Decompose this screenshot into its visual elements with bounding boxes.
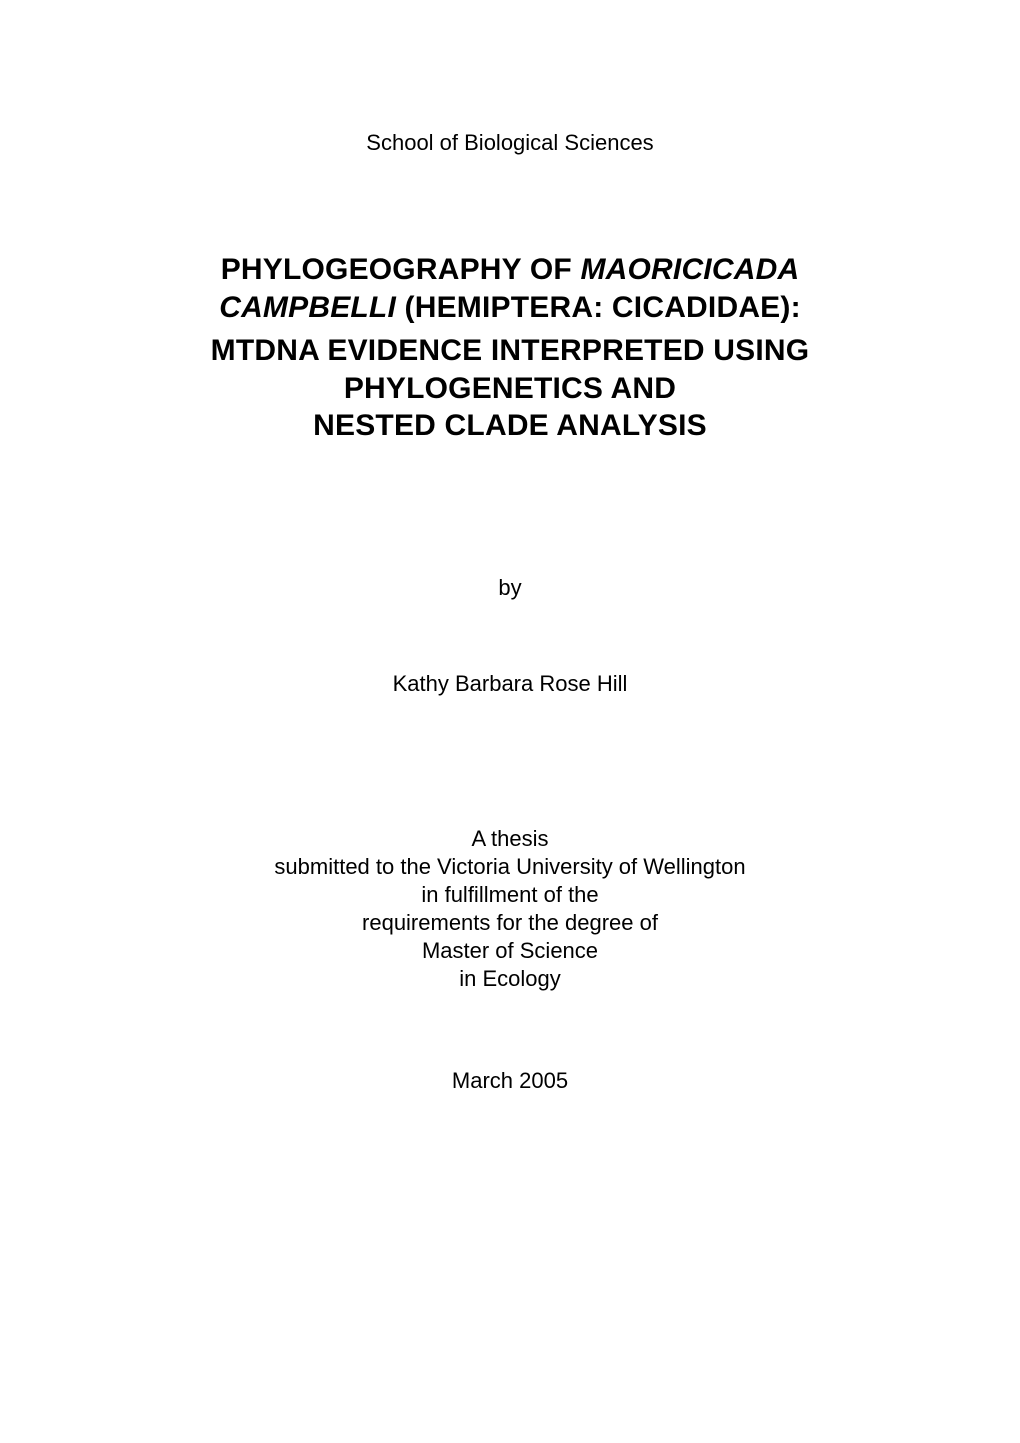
thesis-statement: A thesis submitted to the Victoria Unive… [126,825,894,994]
title-line-3: MTDNA EVIDENCE INTERPRETED USING [126,332,894,370]
thesis-line-6: in Ecology [126,965,894,993]
title-line-1: PHYLOGEOGRAPHY OF MAORICICADA [126,251,894,289]
thesis-line-4: requirements for the degree of [126,909,894,937]
thesis-line-2: submitted to the Victoria University of … [126,853,894,881]
thesis-line-1: A thesis [126,825,894,853]
title-line-2-italic: CAMPBELLI [219,291,396,324]
title-line-2-plain: (HEMIPTERA: CICADIDAE): [396,291,801,324]
title-block-lower: MTDNA EVIDENCE INTERPRETED USING PHYLOGE… [126,332,894,445]
thesis-line-3: in fulfillment of the [126,881,894,909]
title-line-1-italic: MAORICICADA [580,253,799,286]
title-line-5: NESTED CLADE ANALYSIS [126,407,894,445]
title-block-upper: PHYLOGEOGRAPHY OF MAORICICADA CAMPBELLI … [126,251,894,326]
title-page: School of Biological Sciences PHYLOGEOGR… [0,0,1020,1443]
by-label: by [126,575,894,601]
author-name: Kathy Barbara Rose Hill [126,671,894,697]
thesis-line-5: Master of Science [126,937,894,965]
school-name: School of Biological Sciences [126,130,894,156]
submission-date: March 2005 [126,1068,894,1094]
title-line-1-plain: PHYLOGEOGRAPHY OF [221,253,581,286]
title-line-2: CAMPBELLI (HEMIPTERA: CICADIDAE): [126,289,894,327]
title-line-4: PHYLOGENETICS AND [126,370,894,408]
